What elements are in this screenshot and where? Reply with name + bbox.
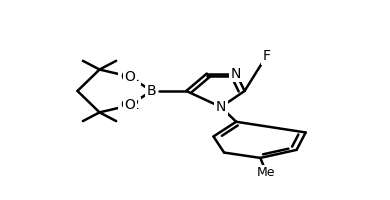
Text: B: B <box>147 84 156 98</box>
Text: N: N <box>216 100 226 114</box>
Text: Me: Me <box>257 166 276 179</box>
Text: N: N <box>216 100 226 114</box>
Text: N: N <box>231 67 241 81</box>
Text: B: B <box>147 84 156 98</box>
Text: O: O <box>124 98 135 112</box>
Text: O: O <box>124 70 135 84</box>
Text: O1: O1 <box>120 70 140 84</box>
Text: F: F <box>262 49 270 63</box>
Text: O2: O2 <box>120 98 140 112</box>
Text: N: N <box>231 67 241 81</box>
Text: F: F <box>262 49 270 63</box>
